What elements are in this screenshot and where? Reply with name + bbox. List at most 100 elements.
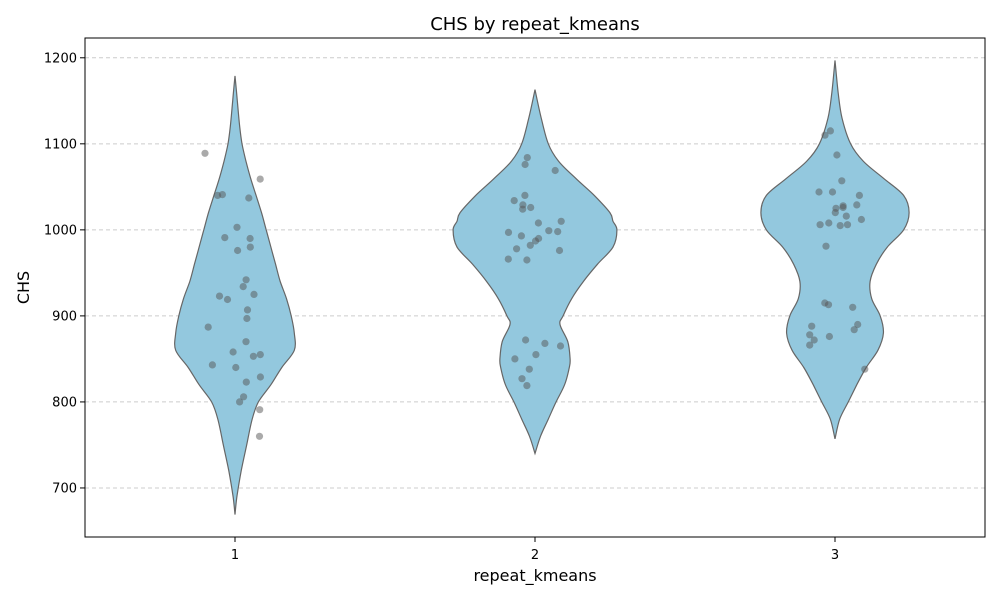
data-point-3-28 [806,341,814,349]
data-point-2-23 [556,342,565,350]
data-point-2-21 [522,336,530,344]
data-point-3-22 [854,320,862,329]
data-point-1-28 [256,406,264,414]
data-point-3-3 [838,177,846,185]
data-point-2-11 [554,228,562,236]
data-point-1-9 [234,246,242,255]
data-point-1-1 [256,175,264,183]
data-point-2-28 [523,382,531,390]
data-point-1-25 [242,378,250,386]
data-point-2-18 [555,246,564,255]
data-point-2-27 [518,375,526,383]
data-points [201,127,869,440]
data-point-2-17 [513,245,521,253]
data-point-1-20 [256,351,264,359]
x-tick-label-1: 1 [231,548,239,563]
data-point-3-25 [806,331,814,339]
y-tick-label-700: 700 [52,481,77,496]
data-point-2-9 [534,219,543,227]
data-point-2-0 [523,154,531,162]
x-axis-ticks: 1 2 3 [231,537,839,563]
data-point-1-12 [250,290,258,298]
data-point-3-7 [853,201,861,209]
data-point-3-27 [810,336,818,344]
x-tick-label-2: 2 [531,548,539,563]
data-point-3-15 [843,221,852,229]
data-point-2-20 [523,256,531,264]
violin-2 [452,89,618,456]
y-tick-label-800: 800 [52,395,77,410]
data-point-3-6 [828,188,837,196]
data-point-2-19 [504,255,512,263]
data-point-1-16 [243,314,251,323]
y-tick-label-1200: 1200 [44,51,77,66]
data-point-1-27 [236,398,244,406]
data-point-1-13 [215,292,224,300]
data-point-1-17 [204,323,212,331]
data-point-1-23 [232,363,240,372]
data-point-2-1 [521,160,529,169]
y-axis-ticks: 700 800 900 1000 1100 1200 [44,51,85,496]
data-point-3-23 [808,322,816,330]
y-tick-label-1000: 1000 [44,223,77,238]
data-point-2-12 [504,228,513,236]
data-point-1-18 [242,338,250,346]
data-point-3-12 [842,212,850,220]
data-point-2-15 [531,237,540,245]
data-point-2-24 [532,351,540,359]
data-point-1-0 [201,149,209,157]
chart-title: CHS by repeat_kmeans [430,14,640,35]
data-point-2-3 [521,191,529,199]
y-axis-label: CHS [14,271,33,304]
x-tick-label-3: 3 [831,548,839,563]
data-point-2-16 [526,241,534,249]
data-point-3-14 [825,219,833,227]
data-point-3-24 [850,326,858,334]
y-tick-label-900: 900 [52,309,77,324]
data-point-3-17 [836,222,844,230]
y-tick-label-1100: 1100 [44,137,77,152]
data-point-1-21 [249,352,257,360]
violin-1 [174,75,296,515]
data-point-3-4 [815,188,823,196]
data-point-3-13 [857,215,866,224]
violin-3 [760,60,910,440]
data-point-2-7 [519,205,527,213]
data-point-1-7 [246,234,254,243]
data-point-1-8 [246,243,254,251]
data-point-3-2 [833,151,841,159]
data-point-2-26 [525,365,533,373]
data-point-3-26 [825,332,834,341]
data-point-1-29 [255,432,264,440]
data-point-3-0 [826,127,835,135]
violins [174,60,910,515]
data-point-3-16 [816,221,824,229]
data-point-1-6 [221,234,229,242]
data-point-2-4 [510,197,518,205]
data-point-1-3 [214,191,222,199]
data-point-3-21 [849,303,857,311]
data-point-2-6 [527,203,535,212]
data-point-2-2 [551,166,559,175]
data-point-2-10 [545,227,553,235]
data-point-1-4 [245,194,253,202]
data-point-1-5 [233,223,241,231]
data-point-1-19 [229,348,237,356]
data-point-1-15 [243,306,252,314]
data-point-3-1 [821,131,829,139]
data-point-1-24 [256,373,264,381]
data-point-3-9 [839,203,847,212]
data-point-3-11 [831,209,839,217]
data-point-3-20 [824,301,833,309]
data-point-2-8 [557,217,565,225]
data-point-1-11 [239,283,247,291]
data-point-2-13 [517,232,526,240]
data-point-3-18 [822,242,830,250]
data-point-1-14 [223,295,232,304]
data-point-2-25 [511,355,519,363]
x-axis-label: repeat_kmeans [473,566,596,586]
data-point-3-29 [861,365,869,373]
data-point-1-10 [242,276,250,284]
data-point-2-22 [541,339,549,347]
